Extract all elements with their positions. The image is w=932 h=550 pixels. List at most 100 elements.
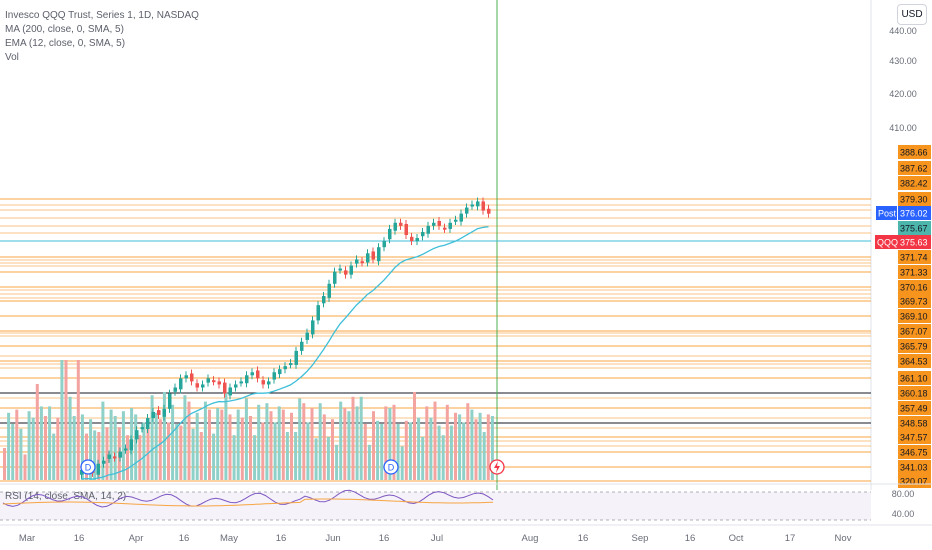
volume-indicator-label[interactable]: Vol bbox=[5, 52, 19, 63]
candle[interactable] bbox=[107, 450, 112, 463]
level-price-badge[interactable]: 387.62 bbox=[898, 161, 931, 175]
candle[interactable] bbox=[157, 406, 161, 419]
candle[interactable] bbox=[195, 379, 200, 392]
candle[interactable] bbox=[410, 232, 414, 246]
level-price-badge[interactable]: 320.07 bbox=[898, 474, 931, 488]
candle[interactable] bbox=[113, 452, 117, 462]
candle[interactable] bbox=[404, 220, 409, 239]
candle[interactable] bbox=[256, 366, 260, 383]
level-price-badge[interactable]: 370.16 bbox=[898, 280, 931, 294]
candle[interactable] bbox=[487, 204, 491, 218]
candle[interactable] bbox=[426, 221, 431, 238]
candle[interactable] bbox=[305, 328, 310, 344]
candle[interactable] bbox=[234, 380, 238, 392]
candle[interactable] bbox=[377, 243, 381, 266]
candle[interactable] bbox=[102, 456, 106, 468]
candle[interactable] bbox=[316, 301, 321, 325]
level-price-badge[interactable]: 369.10 bbox=[898, 309, 931, 323]
candle[interactable] bbox=[278, 365, 282, 379]
symbol-title[interactable]: Invesco QQQ Trust, Series 1, 1D, NASDAQ bbox=[5, 10, 199, 21]
level-price-badge[interactable]: 364.53 bbox=[898, 354, 931, 368]
candle[interactable] bbox=[118, 447, 123, 462]
level-price-badge[interactable]: 371.74 bbox=[898, 250, 931, 264]
candle[interactable] bbox=[388, 224, 392, 244]
candle[interactable] bbox=[206, 374, 211, 387]
candle[interactable] bbox=[393, 218, 398, 235]
candle[interactable] bbox=[184, 371, 189, 383]
candle[interactable] bbox=[415, 234, 420, 246]
level-price-badge[interactable]: 388.66 bbox=[898, 145, 931, 159]
level-price-badge[interactable]: 369.73 bbox=[898, 294, 931, 308]
candle[interactable] bbox=[261, 376, 266, 389]
candle[interactable] bbox=[459, 209, 464, 226]
candle[interactable] bbox=[344, 266, 348, 279]
candle[interactable] bbox=[294, 346, 299, 369]
candle[interactable] bbox=[382, 237, 387, 252]
earnings-marker[interactable] bbox=[489, 459, 505, 475]
candle[interactable] bbox=[421, 227, 425, 241]
currency-button[interactable]: USD bbox=[897, 4, 927, 25]
candle[interactable] bbox=[289, 359, 293, 369]
candle[interactable] bbox=[399, 218, 403, 230]
level-price-badge[interactable]: 365.79 bbox=[898, 339, 931, 353]
candle[interactable] bbox=[476, 197, 480, 211]
candle[interactable] bbox=[267, 377, 271, 389]
candle[interactable] bbox=[124, 444, 128, 454]
level-price-badge[interactable]: 357.49 bbox=[898, 401, 931, 415]
candle[interactable] bbox=[432, 218, 436, 230]
candle[interactable] bbox=[360, 257, 365, 267]
last-price-badge[interactable]: QQQ 375.63 bbox=[875, 235, 931, 249]
ma-indicator-label[interactable]: MA (200, close, 0, SMA, 5) bbox=[5, 24, 124, 35]
candle[interactable] bbox=[140, 423, 145, 433]
candle[interactable] bbox=[454, 215, 458, 225]
candle[interactable] bbox=[470, 200, 475, 210]
level-price-badge[interactable]: 367.07 bbox=[898, 324, 931, 338]
candle[interactable] bbox=[300, 337, 304, 355]
candle[interactable] bbox=[283, 362, 288, 374]
candle[interactable] bbox=[173, 383, 178, 396]
candle[interactable] bbox=[245, 371, 249, 388]
candle[interactable] bbox=[168, 389, 172, 413]
ema-indicator-label[interactable]: EMA (12, close, 0, SMA, 5) bbox=[5, 38, 126, 49]
candle[interactable] bbox=[322, 292, 326, 308]
level-price-badge[interactable]: 347.57 bbox=[898, 430, 931, 444]
candle[interactable] bbox=[327, 279, 332, 302]
level-price-badge[interactable]: 348.58 bbox=[898, 416, 931, 430]
candle[interactable] bbox=[201, 380, 205, 392]
candle[interactable] bbox=[366, 249, 370, 267]
candle[interactable] bbox=[223, 378, 227, 398]
candle[interactable] bbox=[448, 218, 453, 233]
candle[interactable] bbox=[443, 223, 447, 233]
candle[interactable] bbox=[355, 255, 359, 268]
level-price-badge[interactable]: 382.42 bbox=[898, 176, 931, 190]
candle[interactable] bbox=[146, 414, 150, 433]
candle[interactable] bbox=[179, 374, 183, 394]
candle[interactable] bbox=[250, 368, 255, 380]
candle[interactable] bbox=[135, 426, 139, 444]
candle[interactable] bbox=[349, 261, 354, 279]
candle[interactable] bbox=[338, 264, 343, 274]
dividend-marker[interactable]: D bbox=[383, 459, 399, 475]
candle[interactable] bbox=[96, 459, 101, 479]
candle[interactable] bbox=[151, 407, 156, 422]
rsi-indicator-label[interactable]: RSI (14, close, SMA, 14, 2) bbox=[5, 491, 126, 502]
candle[interactable] bbox=[437, 216, 442, 230]
level-price-badge[interactable]: 360.18 bbox=[898, 386, 931, 400]
candle[interactable] bbox=[465, 203, 469, 218]
candle[interactable] bbox=[217, 377, 222, 389]
candle[interactable] bbox=[212, 376, 216, 386]
candle[interactable] bbox=[162, 404, 167, 421]
level-price-badge[interactable]: 346.75 bbox=[898, 445, 931, 459]
candle[interactable] bbox=[239, 377, 244, 387]
post-market-badge[interactable]: Post 376.02 bbox=[876, 206, 931, 220]
candle[interactable] bbox=[333, 267, 337, 288]
candle[interactable] bbox=[272, 368, 277, 384]
level-price-badge[interactable]: 371.33 bbox=[898, 265, 931, 279]
candle[interactable] bbox=[129, 435, 134, 455]
dividend-marker[interactable]: D bbox=[80, 459, 96, 475]
level-price-badge[interactable]: 361.10 bbox=[898, 371, 931, 385]
candle[interactable] bbox=[311, 316, 315, 339]
candle[interactable] bbox=[228, 383, 233, 400]
